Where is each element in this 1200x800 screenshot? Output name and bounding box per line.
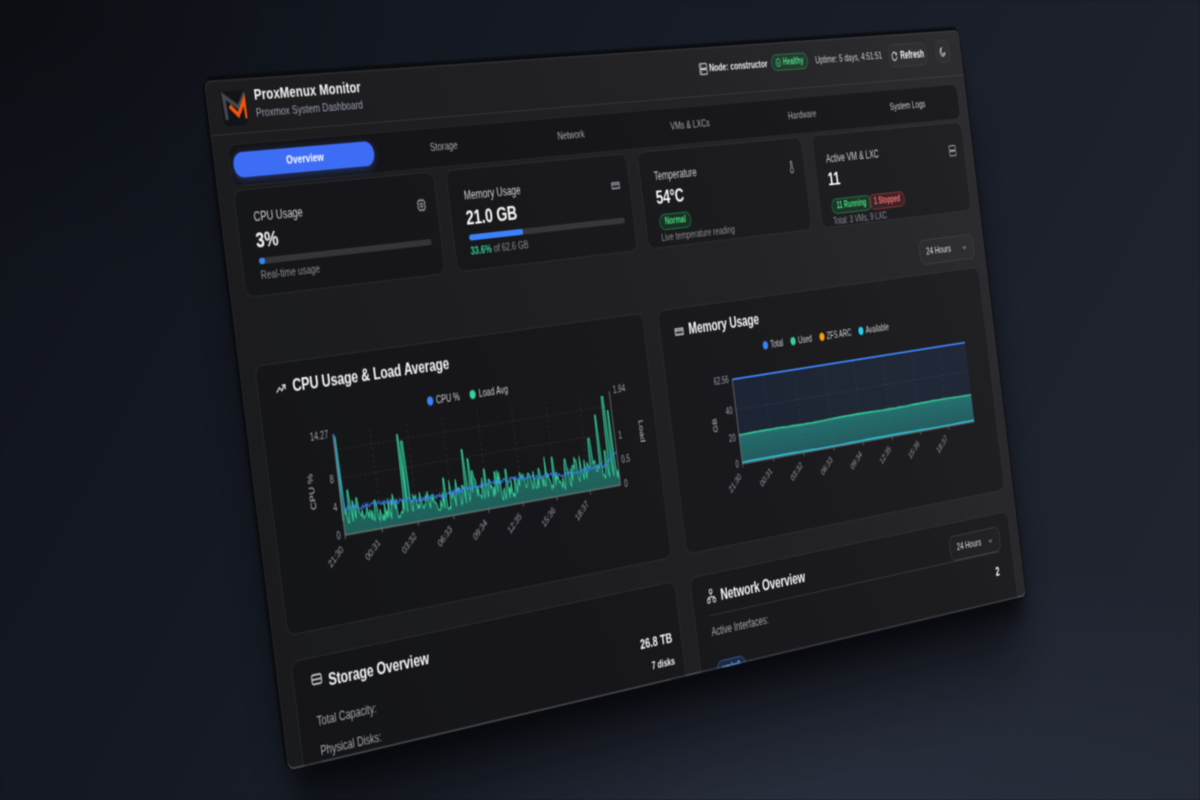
svg-text:18:37: 18:37 bbox=[574, 499, 591, 524]
svg-text:21:30: 21:30 bbox=[327, 544, 346, 571]
svg-text:1.94: 1.94 bbox=[612, 384, 626, 397]
svg-text:14.27: 14.27 bbox=[309, 430, 329, 445]
svg-text:8: 8 bbox=[329, 474, 335, 487]
svg-text:0: 0 bbox=[624, 479, 629, 491]
svg-text:09:34: 09:34 bbox=[849, 449, 863, 472]
svg-text:GB: GB bbox=[711, 417, 720, 433]
svg-text:20: 20 bbox=[728, 433, 736, 445]
svg-text:4: 4 bbox=[333, 502, 339, 515]
svg-text:0: 0 bbox=[735, 460, 740, 471]
svg-text:12:35: 12:35 bbox=[878, 444, 892, 467]
svg-text:62.56: 62.56 bbox=[713, 375, 729, 388]
svg-text:1: 1 bbox=[618, 431, 623, 443]
svg-text:00:31: 00:31 bbox=[364, 537, 383, 564]
svg-text:15:36: 15:36 bbox=[907, 439, 921, 462]
svg-text:00:31: 00:31 bbox=[759, 466, 774, 490]
svg-text:12:35: 12:35 bbox=[506, 511, 523, 537]
svg-text:0.5: 0.5 bbox=[621, 454, 631, 467]
svg-text:Load: Load bbox=[636, 419, 646, 443]
svg-text:03:32: 03:32 bbox=[400, 530, 418, 556]
svg-text:06:33: 06:33 bbox=[820, 455, 835, 478]
svg-text:40: 40 bbox=[725, 406, 733, 418]
svg-text:15:36: 15:36 bbox=[540, 505, 557, 530]
svg-text:21:30: 21:30 bbox=[728, 471, 743, 495]
svg-text:CPU %: CPU % bbox=[306, 473, 319, 511]
svg-text:18:37: 18:37 bbox=[935, 433, 949, 456]
svg-text:09:34: 09:34 bbox=[472, 517, 490, 543]
svg-text:0: 0 bbox=[336, 531, 342, 544]
svg-text:03:32: 03:32 bbox=[789, 460, 804, 484]
svg-text:06:33: 06:33 bbox=[436, 524, 454, 550]
